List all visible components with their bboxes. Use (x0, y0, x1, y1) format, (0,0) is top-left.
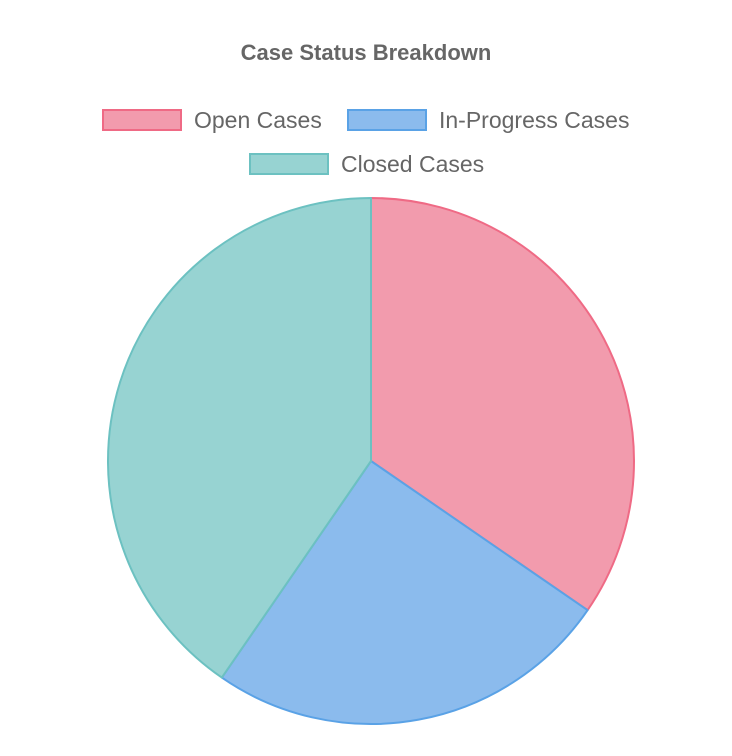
legend-label-closed-cases: Closed Cases (341, 150, 485, 177)
chart-title: Case Status Breakdown (240, 40, 492, 65)
pie-slice-in-progress-cases[interactable] (220, 460, 589, 725)
legend-item-in-progress-cases[interactable]: In-Progress Cases (347, 106, 629, 134)
legend-item-open-cases[interactable]: Open Cases (102, 106, 322, 134)
pie-slice-closed-cases[interactable] (107, 197, 372, 679)
legend-swatch-open-cases (102, 109, 182, 131)
legend-label-open-cases: Open Cases (194, 106, 322, 133)
legend-label-in-progress-cases: In-Progress Cases (439, 106, 630, 133)
pie-slice-open-cases[interactable] (370, 197, 635, 612)
legend-item-closed-cases[interactable]: Closed Cases (249, 150, 484, 178)
legend-swatch-closed-cases (249, 153, 329, 175)
legend-swatch-in-progress-cases (347, 109, 427, 131)
